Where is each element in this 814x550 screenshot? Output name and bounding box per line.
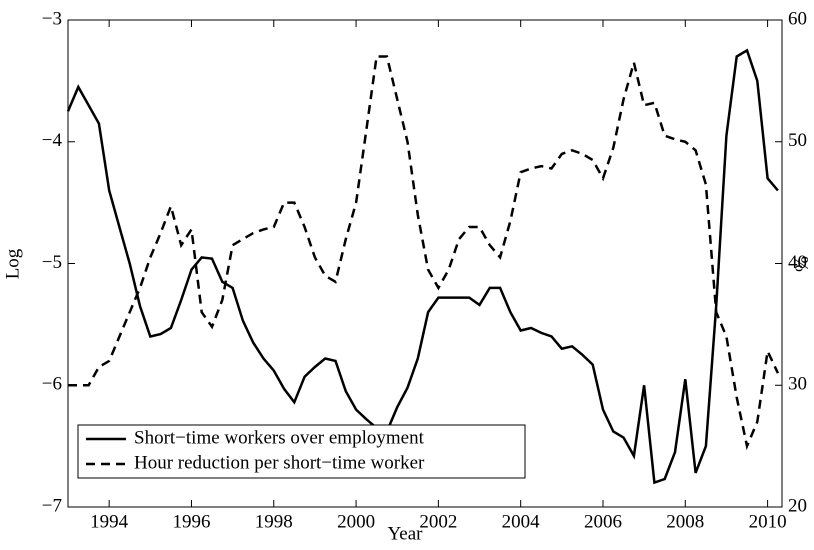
legend-label: Short−time workers over employment	[134, 427, 425, 448]
y2-tick-label: 60	[788, 8, 807, 29]
legend-label: Hour reduction per short−time worker	[134, 452, 425, 473]
x-tick-label: 1998	[255, 511, 293, 532]
y2-tick-label: 30	[788, 374, 807, 395]
x-axis-label: Year	[387, 523, 423, 544]
x-tick-label: 2010	[749, 511, 787, 532]
y-tick-label: −6	[42, 374, 62, 395]
y-tick-label: −5	[42, 252, 62, 273]
x-tick-label: 2004	[502, 511, 541, 532]
y2-tick-label: 20	[788, 495, 807, 516]
y2-tick-label: 50	[788, 130, 807, 151]
x-tick-label: 1994	[90, 511, 129, 532]
y-tick-label: −3	[42, 8, 62, 29]
legend-box	[77, 424, 526, 479]
y-tick-label: −4	[42, 130, 63, 151]
x-tick-label: 2002	[419, 511, 457, 532]
x-tick-label: 2008	[666, 511, 704, 532]
y2-axis-label: %	[791, 256, 812, 272]
y-axis-label: Log	[2, 248, 23, 279]
data-line	[66, 48, 779, 485]
x-tick-label: 2006	[584, 511, 622, 532]
y2-tick-label: 40	[788, 252, 807, 273]
x-tick-label: 1996	[172, 511, 210, 532]
data-line	[68, 55, 780, 451]
x-tick-label: 2000	[337, 511, 375, 532]
y-tick-label: −7	[42, 495, 62, 516]
